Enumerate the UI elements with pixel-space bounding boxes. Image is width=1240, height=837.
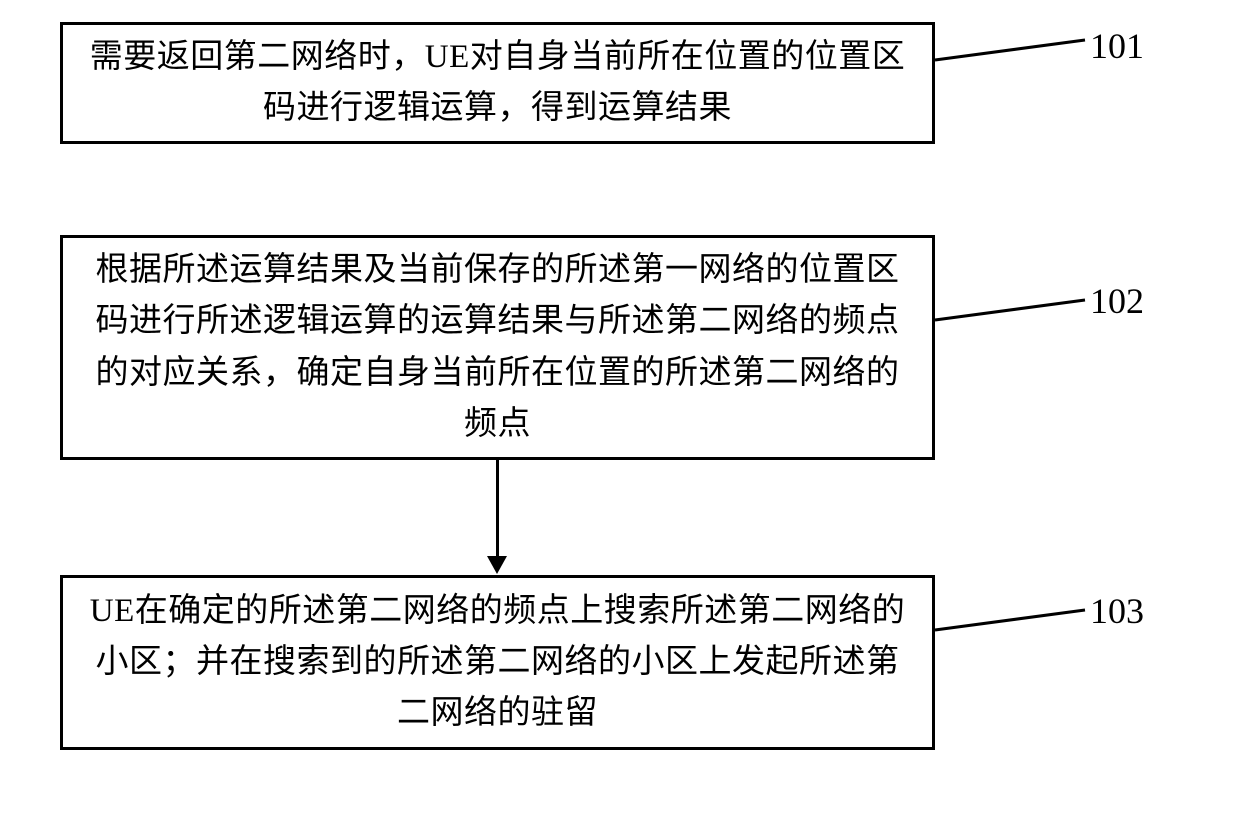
flowchart-arrow-1 [496,460,499,558]
flowchart-label-1: 101 [1090,25,1144,67]
connector-line-2 [935,285,1095,335]
connector-line-1 [935,25,1095,75]
flowchart-step-2-text: 根据所述运算结果及当前保存的所述第一网络的位置区码进行所述逻辑运算的运算结果与所… [83,245,912,450]
flowchart-step-1: 需要返回第二网络时，UE对自身当前所在位置的位置区码进行逻辑运算，得到运算结果 [60,22,935,144]
flowchart-step-3-text: UE在确定的所述第二网络的频点上搜索所述第二网络的小区；并在搜索到的所述第二网络… [83,586,912,739]
flowchart-arrow-1-head [487,556,507,574]
flowchart-step-3: UE在确定的所述第二网络的频点上搜索所述第二网络的小区；并在搜索到的所述第二网络… [60,575,935,750]
flowchart-label-2: 102 [1090,280,1144,322]
flowchart-step-1-text: 需要返回第二网络时，UE对自身当前所在位置的位置区码进行逻辑运算，得到运算结果 [83,32,912,134]
connector-line-3 [935,595,1095,645]
flowchart-label-3: 103 [1090,590,1144,632]
flowchart-step-2: 根据所述运算结果及当前保存的所述第一网络的位置区码进行所述逻辑运算的运算结果与所… [60,235,935,460]
